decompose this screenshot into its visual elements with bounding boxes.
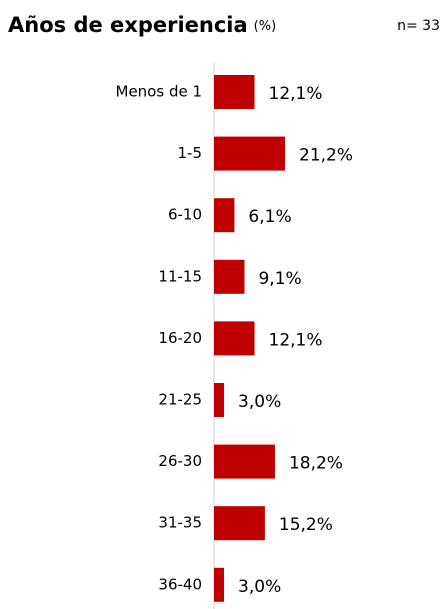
value-label: 12,1% (269, 330, 323, 350)
bar (214, 444, 275, 479)
value-label: 18,2% (289, 454, 343, 474)
bar (214, 136, 285, 171)
category-label: Menos de 1 (116, 83, 203, 101)
value-label: 21,2% (299, 146, 353, 166)
value-label: 3,0% (238, 577, 281, 597)
category-label: 31-35 (158, 514, 202, 532)
bar (214, 567, 225, 602)
category-label: 11-15 (158, 267, 202, 285)
category-label: 26-30 (158, 452, 202, 470)
value-label: 9,1% (258, 269, 301, 289)
value-label: 12,1% (269, 84, 323, 104)
value-label: 15,2% (279, 515, 333, 535)
bar (214, 198, 235, 233)
bar (214, 321, 255, 356)
sample-size: n= 33 (397, 18, 440, 34)
category-label: 1-5 (178, 144, 203, 162)
bar (214, 383, 225, 417)
bar (214, 259, 245, 294)
category-label: 21-25 (158, 391, 202, 409)
category-label: 36-40 (158, 575, 202, 593)
title-unit: (%) (254, 19, 277, 34)
chart-title: Años de experiencia (%) (8, 13, 276, 37)
title-text: Años de experiencia (8, 13, 248, 37)
category-label: 6-10 (168, 206, 202, 224)
bar (214, 75, 255, 109)
value-label: 6,1% (248, 207, 291, 227)
category-label: 16-20 (158, 329, 202, 347)
value-label: 3,0% (238, 392, 281, 412)
bar (214, 506, 265, 541)
